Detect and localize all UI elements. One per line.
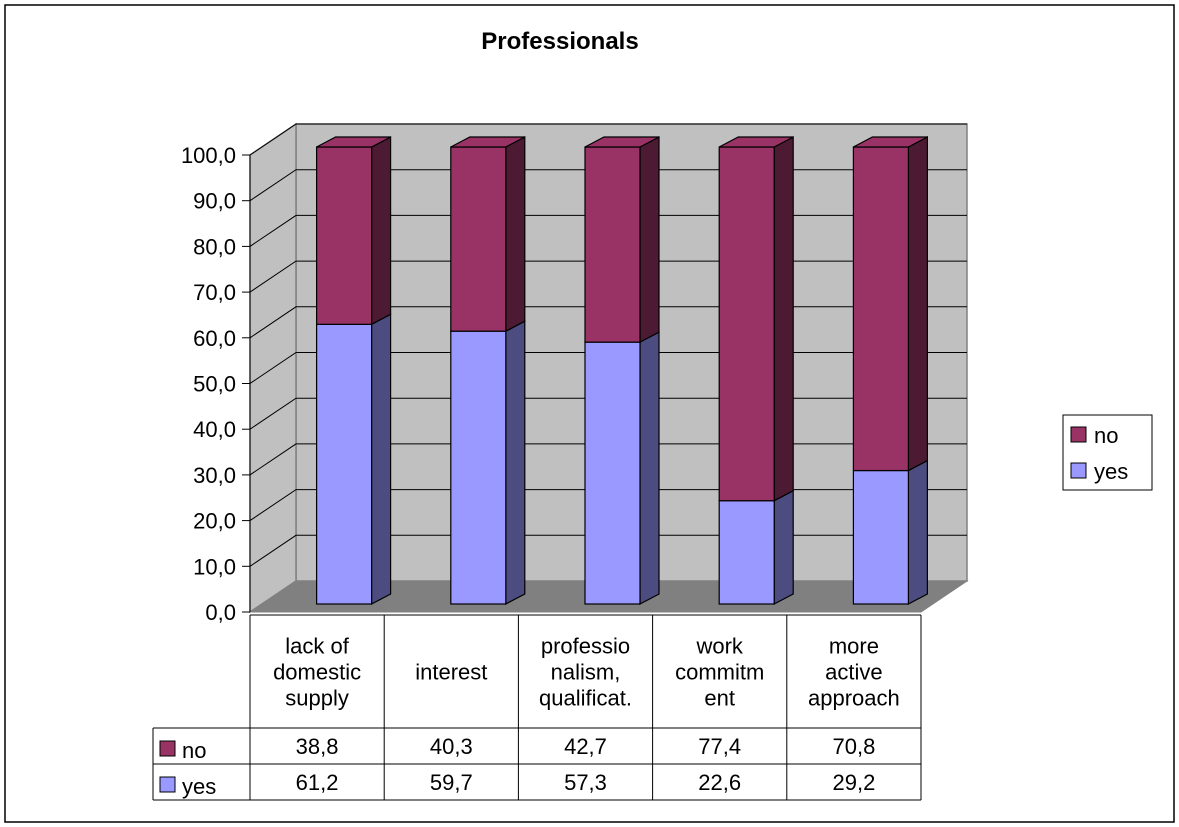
legend: no yes (1062, 414, 1153, 491)
y-tick-label: 40,0 (193, 417, 236, 442)
bar-top-no (584, 136, 660, 148)
bar-side-yes (639, 331, 660, 605)
category-label: interest (415, 660, 487, 685)
bar-side-no (773, 136, 794, 502)
category-label-line: professio (541, 634, 630, 659)
category-label-line: ent (704, 686, 735, 711)
table-cell: 42,7 (564, 734, 607, 759)
table-row-label: yes (182, 774, 216, 799)
bar-no (450, 146, 507, 332)
table-cell: 57,3 (564, 770, 607, 795)
category-label-line: domestic (273, 660, 361, 685)
y-tick-label: 80,0 (193, 234, 236, 259)
bar-top-no (853, 136, 928, 148)
plot-area (248, 122, 969, 614)
bar-yes (450, 330, 507, 605)
y-tick-label: 60,0 (193, 326, 236, 351)
chart-title: Professionals (481, 28, 638, 55)
bar-yes (584, 341, 641, 605)
category-label-line: supply (285, 686, 349, 711)
table-key-no (159, 740, 176, 757)
bar-side-yes (505, 320, 526, 605)
y-tick-label: 20,0 (193, 509, 236, 534)
bar-side-no (639, 136, 660, 344)
table-cell: 38,8 (296, 734, 339, 759)
table-cell: 61,2 (296, 770, 339, 795)
bar-no (584, 146, 641, 343)
category-label-line: interest (415, 660, 487, 685)
table-cell: 70,8 (832, 734, 875, 759)
category-label-line: nalism, (551, 660, 621, 685)
y-tick-label: 10,0 (193, 554, 236, 579)
table-row-label: no (182, 738, 206, 763)
legend-key-yes (1070, 462, 1087, 479)
legend-key-no (1070, 426, 1087, 443)
bar-top-no (450, 136, 526, 148)
legend-label: no (1094, 423, 1118, 448)
y-tick-label: 100,0 (181, 143, 236, 168)
category-label-line: qualificat. (539, 686, 632, 711)
y-tick-label: 90,0 (193, 189, 236, 214)
category-label: work commitm ent (675, 634, 764, 711)
table-cell: 77,4 (698, 734, 741, 759)
bar-side-yes (907, 459, 929, 605)
y-tick-label: 70,0 (193, 280, 236, 305)
table-cell: 59,7 (430, 770, 473, 795)
data-table: lack of domestic supply interest professio na… (152, 614, 922, 801)
bar-side-no (907, 136, 929, 472)
y-tick-label: 30,0 (193, 463, 236, 488)
table-cell: 29,2 (832, 770, 875, 795)
category-label-line: active (825, 660, 882, 685)
category-label-line: lack of (285, 634, 349, 659)
category-label: more active approach (808, 634, 900, 711)
y-tick-label: 50,0 (193, 372, 236, 397)
bar-no (316, 146, 373, 325)
table-cell: 40,3 (430, 734, 473, 759)
bar-side-no (505, 136, 526, 333)
bar-side-no (371, 136, 392, 326)
bar-no (718, 146, 775, 502)
bar-no (852, 146, 910, 472)
category-label: professio nalism, qualificat. (539, 634, 632, 711)
bar-yes (718, 500, 775, 605)
table-key-yes (159, 776, 176, 793)
bar-yes (316, 323, 373, 605)
category-label-line: more (829, 634, 879, 659)
y-axis: 0,0 10,0 20,0 30,0 40,0 50,0 60,0 70,0 80,0 90,0 1… (181, 143, 251, 625)
legend-label: yes (1094, 459, 1128, 484)
bar-side-yes (371, 313, 392, 605)
bar-side-yes (773, 489, 794, 605)
bar-yes (852, 469, 910, 605)
table-cell: 22,6 (698, 770, 741, 795)
bar-top-no (316, 136, 391, 148)
category-label: lack of domestic supply (273, 634, 361, 711)
category-label-line: approach (808, 686, 900, 711)
gridline (249, 123, 967, 156)
bar-top-no (718, 136, 794, 148)
y-tick-label: 0,0 (205, 600, 236, 625)
category-label-line: work (695, 634, 743, 659)
category-label-line: commitm (675, 660, 764, 685)
